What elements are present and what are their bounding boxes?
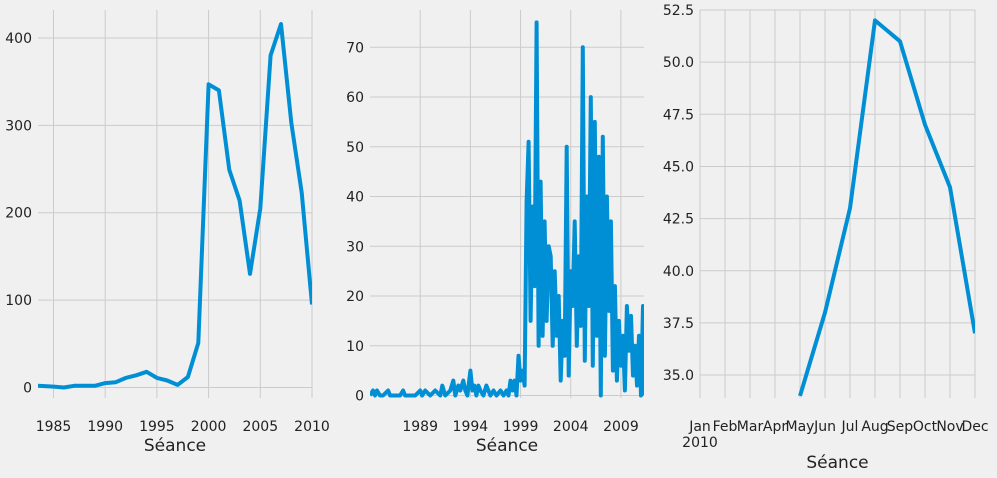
series-line xyxy=(798,18,975,397)
x-tick-label: Sep xyxy=(887,419,914,435)
x-tick-label: 1999 xyxy=(503,419,539,435)
x-tick-label: Jul xyxy=(841,419,859,435)
line-chart-panel-2: 0 10 20 30 40 50 60 70 1989 1994 1999 2004 2009 Séanc… xyxy=(346,10,644,456)
x-tick-label: Feb xyxy=(713,419,738,435)
y-tick-label: 0 xyxy=(23,381,32,397)
y-tick-label: 47.5 xyxy=(663,107,694,123)
x-tick-label: Dec xyxy=(961,419,988,435)
x-tick-label: Jan xyxy=(688,419,711,435)
x-tick-label: Mar xyxy=(737,419,764,435)
x-tick-label: 1995 xyxy=(139,419,175,435)
y-tick-label: 50 xyxy=(346,140,364,156)
x-tick-label: Jun xyxy=(813,419,836,435)
y-tick-label: 10 xyxy=(346,339,364,355)
x-tick-label: May xyxy=(786,419,815,435)
x-axis-label: Séance xyxy=(806,453,868,473)
x-tick-label: 1985 xyxy=(36,419,72,435)
y-tick-label: 100 xyxy=(5,293,32,309)
y-tick-label: 52.5 xyxy=(663,3,694,19)
x-tick-label: Oct xyxy=(913,419,938,435)
series-line xyxy=(38,22,312,390)
y-tick-label: 400 xyxy=(5,31,32,47)
y-tick-label: 40.0 xyxy=(663,264,694,280)
x-tick-label: 2010 xyxy=(294,419,330,435)
y-tick-label: 42.5 xyxy=(663,212,694,228)
y-tick-label: 200 xyxy=(5,206,32,222)
x-tick-label: 1989 xyxy=(402,419,438,435)
x-tick-label: Aug xyxy=(861,419,888,435)
line-chart-panel-1: 0 100 200 300 400 1985 1990 1995 2000 2005 2010 Séa… xyxy=(5,10,330,456)
y-tick-label: 35.0 xyxy=(663,368,694,384)
y-tick-label: 0 xyxy=(355,389,364,405)
x-tick-label: 1994 xyxy=(453,419,489,435)
y-tick-label: 50.0 xyxy=(663,55,694,71)
x-tick-label: 2004 xyxy=(553,419,589,435)
x-tick-label: 2000 xyxy=(191,419,227,435)
x-tick-label: Apr xyxy=(763,419,787,435)
x-axis-label: Séance xyxy=(476,436,538,456)
y-tick-label: 40 xyxy=(346,190,364,206)
x-tick-label: 1990 xyxy=(87,419,123,435)
x-tick-label: 2005 xyxy=(242,419,278,435)
x-tick-label: 2009 xyxy=(603,419,639,435)
y-tick-label: 300 xyxy=(5,118,32,134)
x-tick-sublabel: 2010 xyxy=(682,435,718,451)
y-tick-label: 45.0 xyxy=(663,159,694,175)
y-tick-label: 70 xyxy=(346,40,364,56)
y-tick-label: 30 xyxy=(346,239,364,255)
series-line xyxy=(370,20,644,398)
x-axis-label: Séance xyxy=(144,436,206,456)
x-tick-label: Nov xyxy=(936,419,963,435)
y-tick-label: 60 xyxy=(346,90,364,106)
y-tick-label: 20 xyxy=(346,289,364,305)
y-tick-label: 37.5 xyxy=(663,316,694,332)
